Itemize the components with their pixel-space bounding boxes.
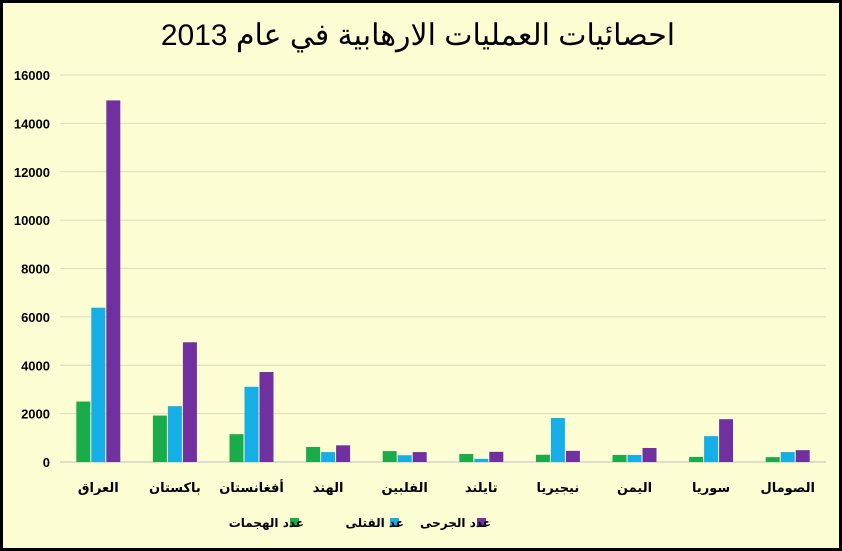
chart-title: احصائيات العمليات الارهابية في عام 2013 — [160, 19, 676, 52]
x-category-label: باكستان — [149, 481, 201, 496]
y-tick-label: 2000 — [21, 407, 50, 422]
x-category-label: الفلبين — [382, 481, 428, 496]
y-tick-label: 0 — [43, 455, 50, 470]
bar-series-2-1 — [182, 342, 197, 462]
x-category-label: الصومال — [760, 481, 815, 496]
x-category-label: العراق — [78, 481, 119, 496]
bar-series-1-1 — [167, 406, 182, 462]
x-category-label: اليمن — [617, 481, 652, 496]
bar-series-1-0 — [91, 307, 106, 462]
legend-swatch — [477, 518, 486, 527]
bar-series-1-7 — [627, 454, 642, 462]
bar-series-2-4 — [412, 452, 427, 462]
x-category-label: نيجيريا — [537, 481, 580, 496]
bar-series-0-7 — [612, 454, 627, 462]
y-tick-label: 12000 — [14, 165, 50, 180]
bar-series-2-8 — [719, 419, 734, 462]
bar-series-2-6 — [565, 450, 580, 462]
x-category-label: سوريا — [692, 481, 730, 496]
bar-series-0-6 — [535, 454, 550, 462]
legend-label: عد القتلى — [346, 516, 405, 530]
y-tick-label: 16000 — [14, 68, 50, 83]
bar-series-2-2 — [259, 372, 274, 462]
bar-series-1-3 — [321, 452, 336, 462]
y-tick-label: 6000 — [21, 310, 50, 325]
bar-series-0-0 — [76, 401, 91, 462]
x-category-label: أفغانستان — [219, 479, 284, 496]
bar-series-1-6 — [550, 417, 565, 462]
bar-series-1-2 — [244, 386, 259, 462]
bar-series-1-9 — [780, 452, 795, 462]
bar-series-1-4 — [397, 455, 412, 462]
y-tick-label: 8000 — [21, 262, 50, 277]
y-tick-label: 4000 — [21, 358, 50, 373]
x-category-label: الهند — [313, 481, 344, 496]
x-category-label: تايلند — [465, 481, 498, 496]
bar-series-2-3 — [336, 445, 351, 462]
legend-label: عدد الهجمات — [229, 516, 304, 530]
bar-series-0-3 — [306, 447, 321, 462]
bar-series-0-5 — [459, 454, 474, 462]
bar-series-0-4 — [382, 451, 397, 462]
bar-series-1-8 — [704, 436, 719, 462]
legend-swatch — [390, 518, 399, 527]
bar-series-0-2 — [229, 434, 244, 462]
y-tick-label: 10000 — [14, 213, 50, 228]
bar-series-0-9 — [765, 457, 780, 462]
y-tick-label: 14000 — [14, 116, 50, 131]
bar-series-0-8 — [689, 456, 704, 462]
bar-series-1-5 — [474, 458, 489, 462]
bar-series-2-7 — [642, 447, 657, 462]
bar-series-0-1 — [152, 415, 167, 462]
bar-series-2-5 — [489, 451, 504, 462]
legend-swatch — [290, 518, 299, 527]
bar-series-2-9 — [795, 450, 810, 462]
legend-label: عدد الجرحى — [420, 516, 491, 530]
bar-series-2-0 — [106, 100, 121, 462]
